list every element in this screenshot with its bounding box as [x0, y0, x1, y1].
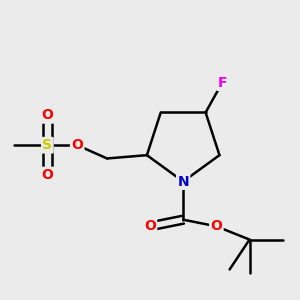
Text: F: F [218, 76, 227, 90]
Text: N: N [177, 175, 189, 188]
Text: O: O [144, 219, 156, 233]
Text: O: O [210, 219, 222, 233]
Text: S: S [42, 138, 52, 152]
Text: O: O [41, 108, 53, 122]
Text: O: O [71, 138, 83, 152]
Text: O: O [41, 168, 53, 182]
